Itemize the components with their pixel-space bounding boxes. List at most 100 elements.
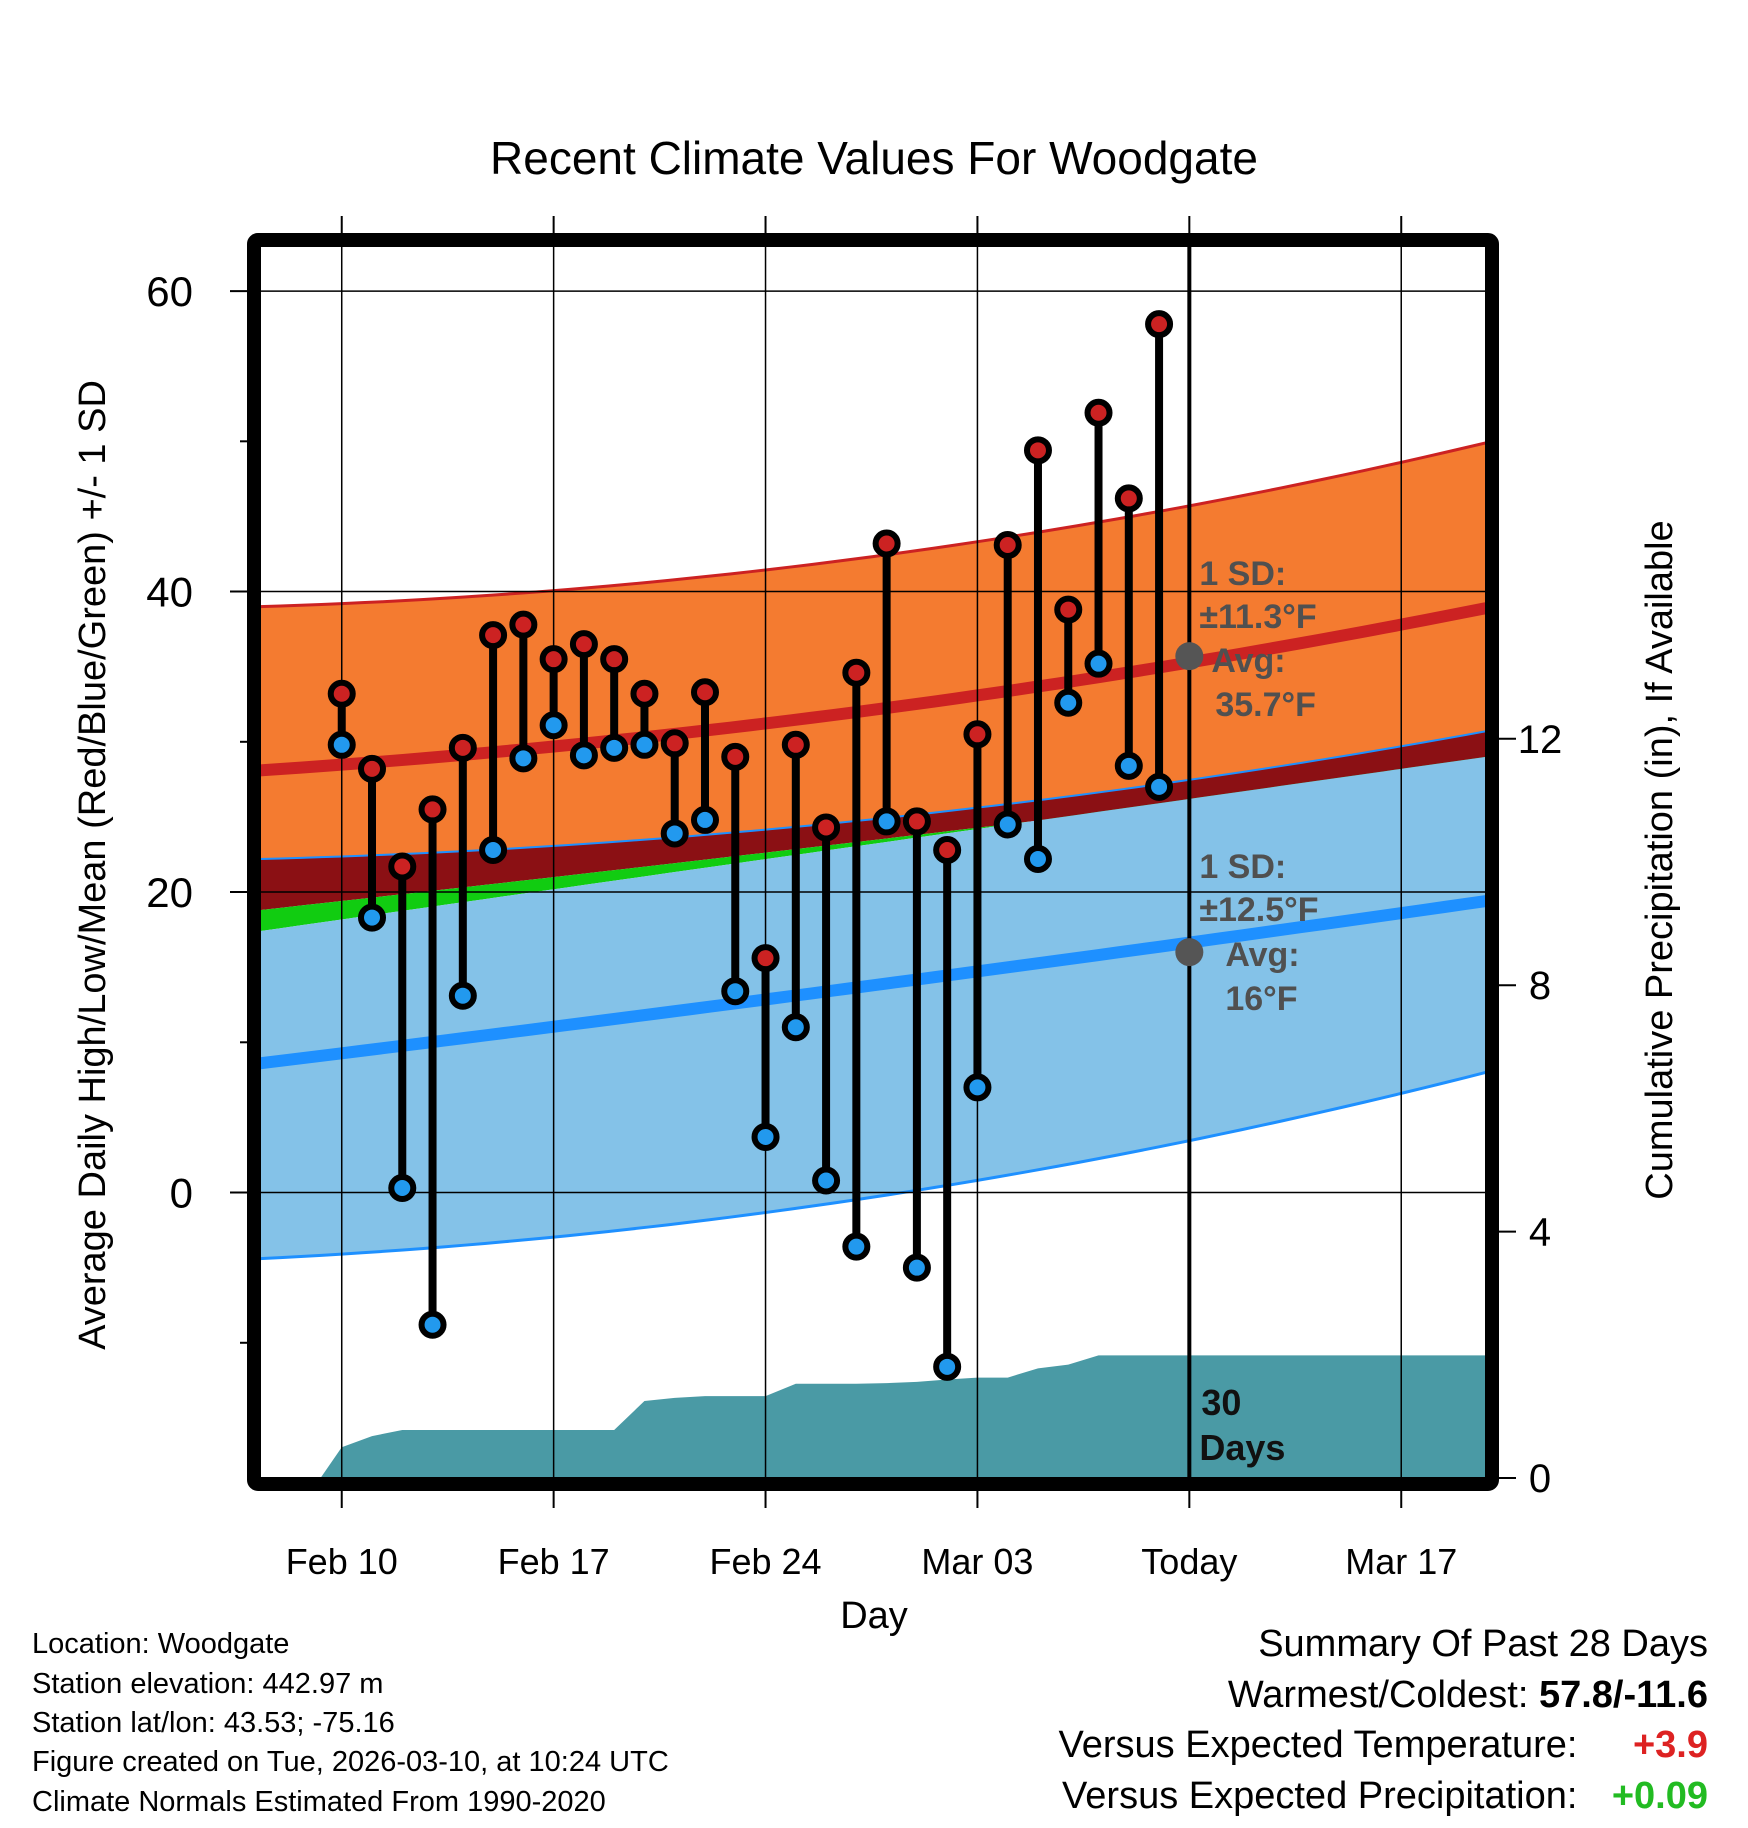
low-point bbox=[842, 1232, 871, 1261]
low-point bbox=[1084, 649, 1113, 678]
avg-high-marker bbox=[1175, 642, 1204, 671]
x-tick-label: Mar 03 bbox=[921, 1541, 1033, 1582]
y-tick-label: 20 bbox=[146, 869, 193, 916]
high-point bbox=[509, 610, 538, 639]
precip-area bbox=[320, 1355, 1486, 1478]
summary-precip: Versus Expected Precipitation: +0.09 bbox=[1062, 1775, 1708, 1818]
x-tick-label: Feb 10 bbox=[286, 1541, 398, 1582]
high-plus-sd-line bbox=[260, 441, 1486, 609]
high-point bbox=[1114, 484, 1143, 513]
y2-axis-label: Cumulative Precipitation (in), If Availa… bbox=[1639, 520, 1681, 1199]
low-point bbox=[1054, 688, 1083, 717]
summary-precip-label: Versus Expected Precipitation: bbox=[1062, 1775, 1578, 1817]
summary-title: Summary Of Past 28 Days bbox=[1258, 1623, 1708, 1665]
high-point bbox=[418, 795, 447, 824]
low-point bbox=[327, 730, 356, 759]
high-sd-band bbox=[260, 442, 1486, 859]
low-point bbox=[1114, 751, 1143, 780]
high-point bbox=[448, 733, 477, 762]
low-point bbox=[1145, 772, 1174, 801]
high-point bbox=[539, 645, 568, 674]
info-elevation: Station elevation: 442.97 m bbox=[32, 1668, 384, 1700]
high-point bbox=[812, 813, 841, 842]
low-point bbox=[781, 1013, 810, 1042]
y-tick-label: 0 bbox=[170, 1170, 193, 1217]
high-point bbox=[630, 679, 659, 708]
days-number: 30 bbox=[1201, 1382, 1241, 1423]
low-point bbox=[902, 1253, 931, 1282]
low-point bbox=[690, 805, 719, 834]
high-point bbox=[1084, 398, 1113, 427]
high-point bbox=[721, 742, 750, 771]
avg-low-marker bbox=[1175, 938, 1204, 967]
high-point bbox=[1145, 310, 1174, 339]
days-label: Days bbox=[1199, 1427, 1285, 1468]
x-tick-label: Mar 17 bbox=[1345, 1541, 1457, 1582]
info-normals: Climate Normals Estimated From 1990-2020 bbox=[32, 1786, 606, 1818]
info-location: Location: Woodgate bbox=[32, 1628, 290, 1660]
low-point bbox=[1023, 844, 1052, 873]
low-minus-sd-line bbox=[260, 1070, 1486, 1261]
high-point bbox=[569, 630, 598, 659]
low-point bbox=[872, 807, 901, 836]
y-tick-label: 40 bbox=[146, 569, 193, 616]
high-point bbox=[993, 530, 1022, 559]
high-point bbox=[842, 658, 871, 687]
low-point bbox=[812, 1166, 841, 1195]
high-point bbox=[479, 621, 508, 650]
x-tick-label: Today bbox=[1141, 1541, 1237, 1582]
low-point bbox=[418, 1310, 447, 1339]
low-sd-label: 1 SD: bbox=[1199, 848, 1286, 886]
info-created: Figure created on Tue, 2026-03-10, at 10… bbox=[32, 1746, 669, 1778]
low-sd-value: ±12.5°F bbox=[1199, 891, 1318, 929]
high-avg-value: 35.7°F bbox=[1215, 686, 1316, 724]
low-point bbox=[993, 810, 1022, 839]
plot-area: 1 SD: ±11.3°F Avg: 35.7°F 1 SD: ±12.5°F Avg: 16… bbox=[146, 216, 1562, 1582]
high-point bbox=[1023, 436, 1052, 465]
y2-tick-label: 4 bbox=[1529, 1211, 1551, 1255]
y2-tick-label: 0 bbox=[1529, 1457, 1551, 1501]
high-point bbox=[872, 529, 901, 558]
high-point bbox=[358, 754, 387, 783]
high-point bbox=[660, 729, 689, 758]
low-point bbox=[721, 977, 750, 1006]
low-point bbox=[358, 903, 387, 932]
y2-tick-label: 8 bbox=[1529, 964, 1551, 1008]
x-axis-label: Day bbox=[840, 1595, 908, 1637]
summary-warmest-label: Warmest/Coldest: bbox=[1227, 1674, 1529, 1716]
avg-low-line bbox=[260, 895, 1486, 1070]
low-point bbox=[751, 1122, 780, 1151]
high-point bbox=[600, 645, 629, 674]
summary-temp-label: Versus Expected Temperature: bbox=[1058, 1724, 1578, 1766]
info-latlon: Station lat/lon: 43.53; -75.16 bbox=[32, 1707, 395, 1739]
plot-frame bbox=[247, 233, 1499, 1491]
high-point bbox=[327, 679, 356, 708]
low-point bbox=[388, 1174, 417, 1203]
high-sd-value: ±11.3°F bbox=[1199, 598, 1316, 636]
summary-warmest: Warmest/Coldest: 57.8/-11.6 bbox=[1228, 1674, 1708, 1717]
high-point bbox=[690, 678, 719, 707]
low-point bbox=[539, 711, 568, 740]
low-point bbox=[963, 1073, 992, 1102]
high-point bbox=[963, 720, 992, 749]
y-axis-label: Average Daily High/Low/Mean (Red/Blue/Gr… bbox=[72, 380, 114, 1350]
low-point bbox=[660, 819, 689, 848]
y-tick-label: 60 bbox=[146, 268, 193, 315]
high-point bbox=[902, 807, 931, 836]
x-tick-label: Feb 24 bbox=[709, 1541, 821, 1582]
low-point bbox=[630, 730, 659, 759]
low-point bbox=[448, 981, 477, 1010]
high-avg-label: Avg: bbox=[1211, 642, 1285, 680]
y2-tick-label: 12 bbox=[1518, 718, 1563, 762]
low-point bbox=[509, 744, 538, 773]
low-point bbox=[933, 1352, 962, 1381]
high-sd-label: 1 SD: bbox=[1199, 555, 1286, 593]
low-sd-band bbox=[260, 756, 1486, 1259]
chart-title: Recent Climate Values For Woodgate bbox=[490, 132, 1258, 184]
low-avg-value: 16°F bbox=[1225, 980, 1297, 1018]
x-tick-label: Feb 17 bbox=[498, 1541, 610, 1582]
summary-precip-value: +0.09 bbox=[1611, 1775, 1708, 1817]
high-point bbox=[388, 852, 417, 881]
low-point bbox=[600, 733, 629, 762]
